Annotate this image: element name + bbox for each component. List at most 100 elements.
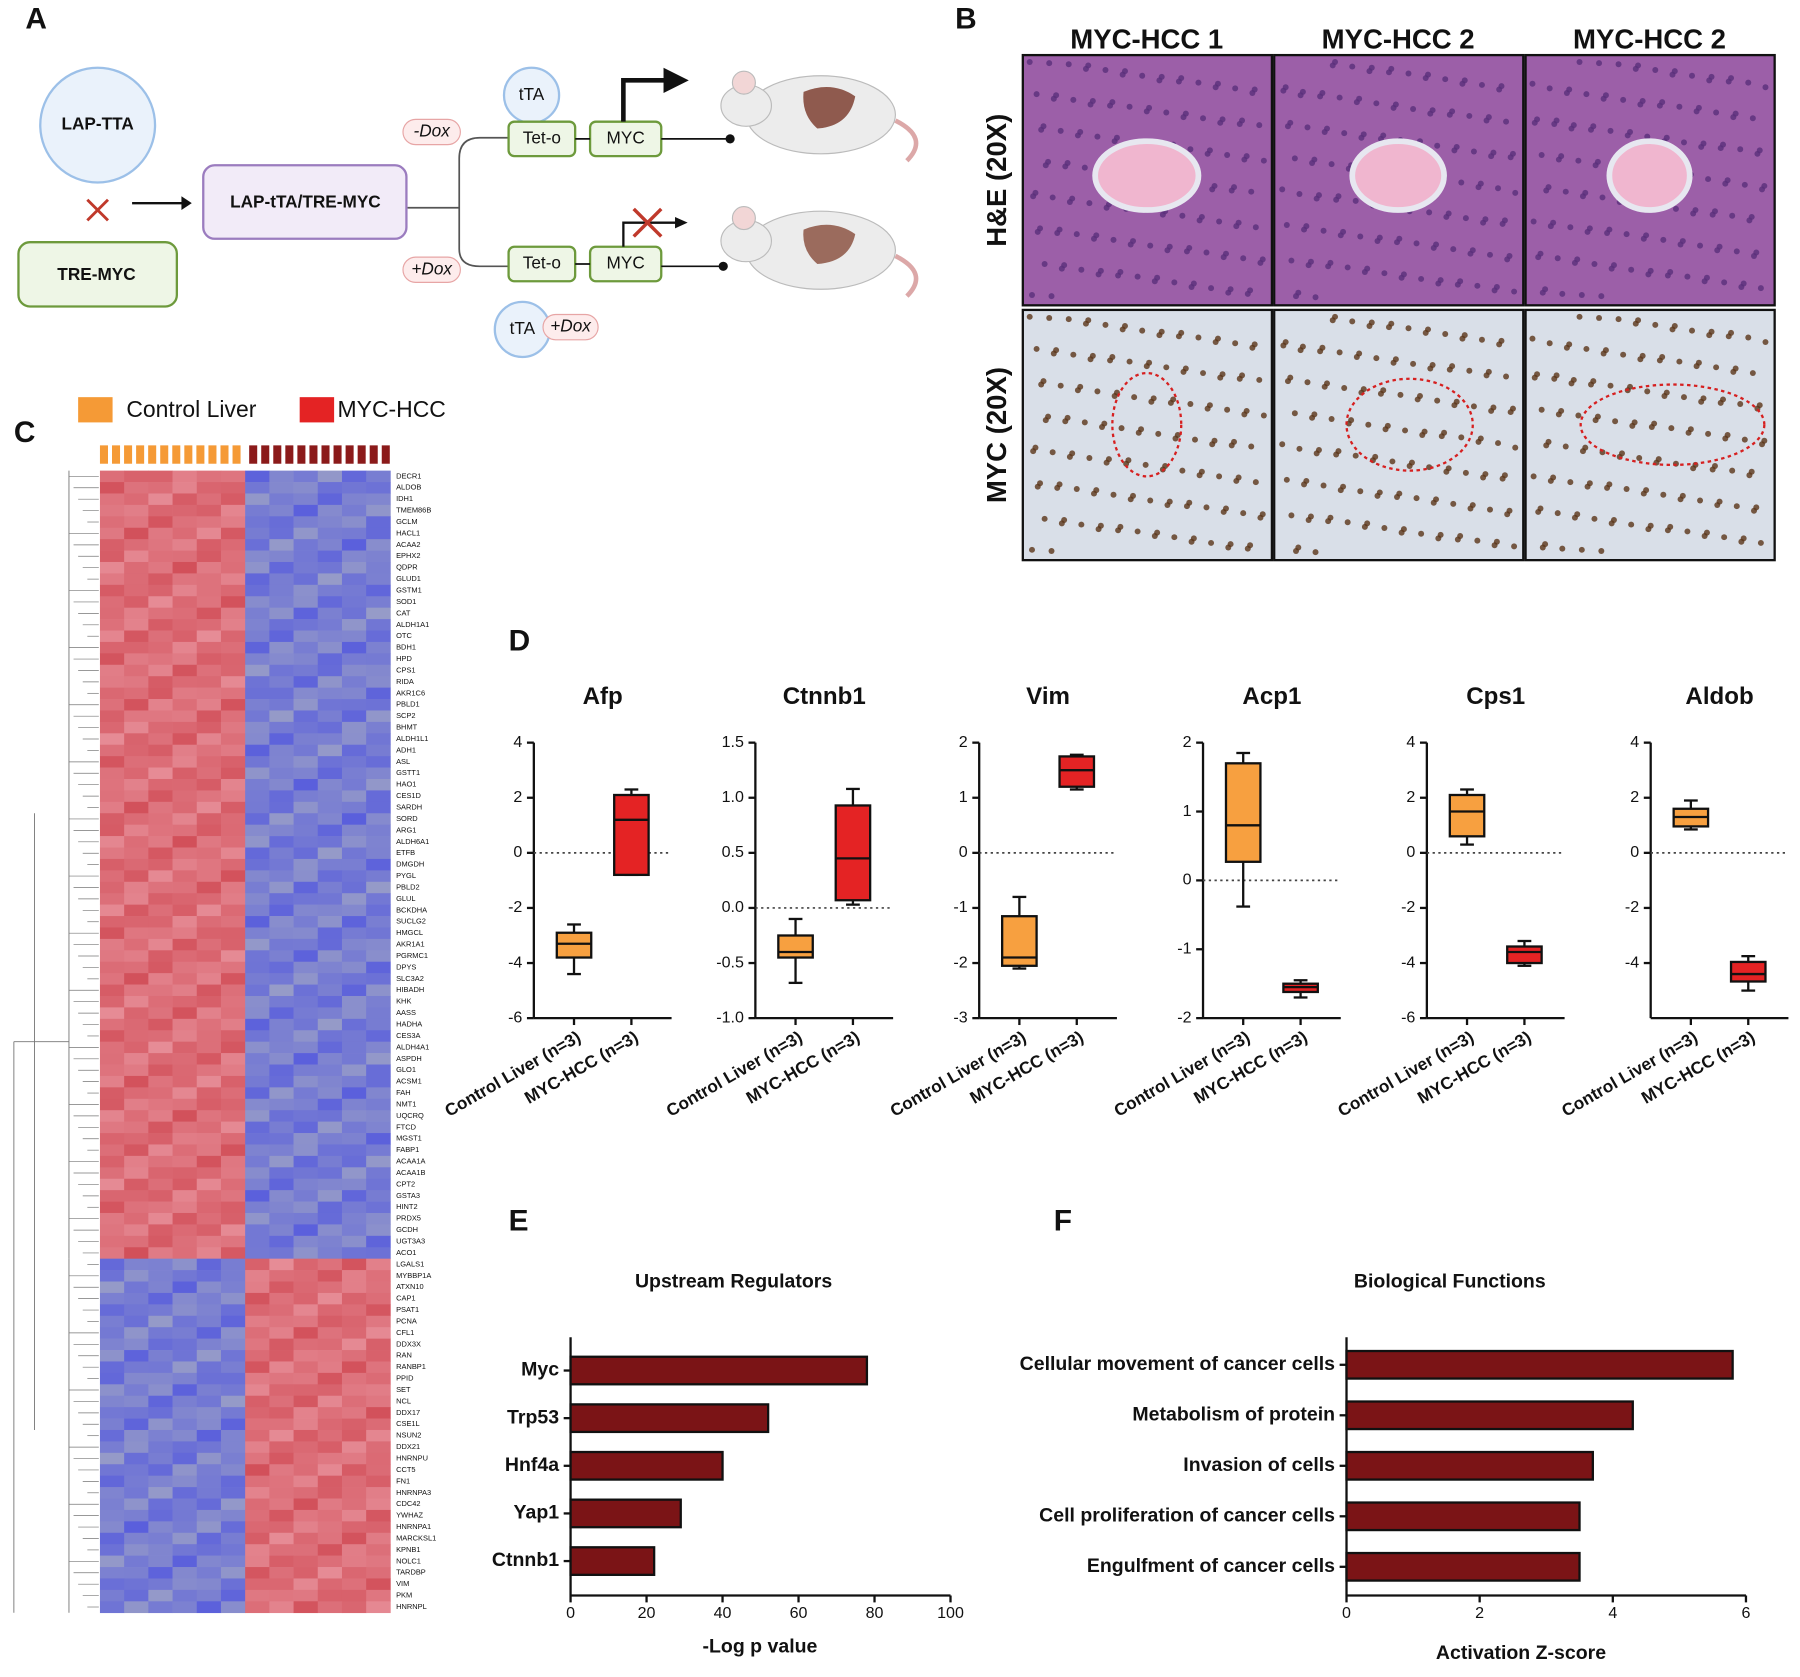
gene-label: RANBP1 [396,1362,426,1371]
nucleus [1224,406,1231,413]
heatmap-cell [148,1075,173,1088]
heatmap-cell [99,995,125,1008]
heatmap-cell [148,1384,173,1397]
heatmap-cell [317,1041,343,1054]
nucleus [1078,521,1085,528]
heatmap-cell [99,778,125,791]
heatmap-cell [196,573,222,586]
heatmap-cell [220,664,246,677]
heatmap-cell [172,1087,198,1100]
heatmap-cell [317,493,343,506]
heatmap-cell [99,607,125,620]
heatmap-cell [341,744,367,757]
heatmap-cell [293,973,319,985]
heatmap-cell [172,767,198,780]
group-bar [381,445,390,464]
heatmap-cell [317,1121,343,1134]
connector [575,263,724,268]
heatmap-cell [196,676,222,688]
nucleus [1311,156,1318,163]
heatmap-cell [269,1498,294,1511]
heatmap-cell [293,539,319,551]
heatmap-cell [366,778,391,791]
group-bar [136,445,145,464]
heatmap-cell [196,1144,222,1157]
y-tick-label: -3 [953,1008,967,1026]
heatmap-cell [124,699,149,711]
nucleus [1529,335,1536,342]
y-tick-label: 1.0 [722,788,744,806]
heatmap-cell [172,699,198,711]
heatmap-cell [148,1304,173,1317]
nucleus [1511,543,1518,550]
column-title: MYC-HCC 2 [1322,24,1475,55]
heatmap-cell [293,1361,319,1374]
heatmap-cell [293,1224,319,1237]
heatmap-cell [220,767,246,780]
heatmap-cell [317,927,343,940]
nucleus [1558,153,1565,160]
heatmap-cell [220,1429,246,1442]
nucleus [1450,246,1457,253]
heatmap-cell [172,1190,198,1202]
nucleus [1219,371,1226,378]
nucleus [1418,530,1425,537]
nucleus [1512,189,1519,196]
gene-label: CSE1L [396,1419,420,1428]
nucleus [1376,489,1383,496]
nucleus [1429,107,1436,114]
nucleus [1651,420,1658,427]
heatmap-cell [172,1601,198,1614]
heatmap-cell [124,1304,149,1317]
heatmap-cell [148,1555,173,1568]
y-tick-label: 4 [1630,733,1639,751]
nucleus [1530,218,1537,225]
heatmap-cell [341,824,367,837]
y-tick-label: -0.5 [716,953,744,971]
heatmap-cell [269,504,294,517]
nucleus [1720,396,1726,403]
heatmap-cell [196,881,222,894]
nucleus [1086,455,1093,461]
heatmap-cell [293,756,319,768]
nucleus [1121,323,1128,329]
heatmap-cell [196,1498,222,1511]
heatmap-cell [341,1064,367,1077]
heatmap-cell [269,527,294,540]
heatmap-cell [317,1304,343,1317]
heatmap-cell [366,1270,391,1282]
heatmap-cell [124,995,149,1008]
heatmap-cell [220,699,246,711]
nucleus [1214,335,1221,342]
nucleus [1389,458,1396,465]
nucleus [1304,124,1311,131]
nucleus [1040,378,1047,385]
nucleus [1538,151,1545,158]
heatmap-cell [172,733,198,746]
heatmap-cell [172,539,198,551]
heatmap-cell [245,1292,270,1305]
heatmap-cell [293,790,319,803]
nucleus [1761,437,1768,444]
nucleus [1296,445,1303,452]
heatmap-cell [172,619,198,631]
nucleus [1327,514,1334,521]
heatmap-cell [220,653,246,666]
group-bar [273,445,282,464]
heatmap-cell [341,950,367,963]
heatmap-cell [124,778,149,791]
nucleus [1357,233,1364,240]
nucleus [1304,379,1311,386]
heatmap-cell [220,1098,246,1111]
heatmap-cell [196,539,222,551]
nucleus [1307,258,1314,265]
heatmap-cell [269,1350,294,1362]
cross-icon [86,198,110,222]
x-tick-label: 4 [1608,1604,1617,1622]
heatmap-cell [245,596,270,609]
nucleus [1542,286,1549,293]
heatmap-cell [366,1304,391,1317]
heatmap-cell [99,1190,125,1202]
nucleus [1247,542,1254,549]
